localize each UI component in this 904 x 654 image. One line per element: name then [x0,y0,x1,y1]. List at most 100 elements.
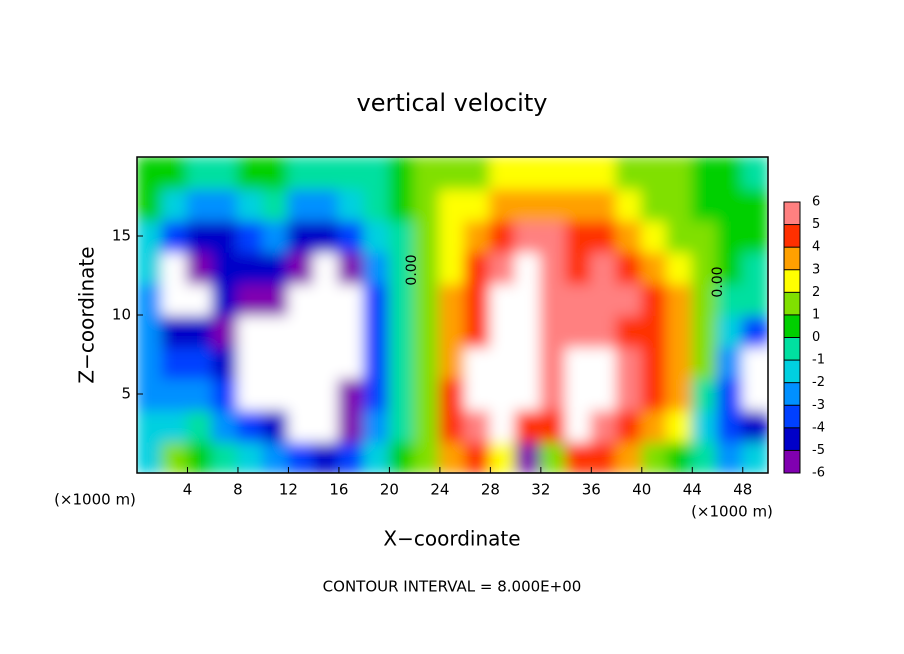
cell [413,408,441,443]
cell [691,408,719,443]
cell [262,408,290,443]
cell [186,219,214,253]
cell [236,250,265,285]
cell [438,314,467,348]
cell [312,408,340,443]
cell [236,377,265,411]
cell [161,219,189,253]
cell [615,314,643,348]
cell [161,440,189,473]
cell [539,157,568,190]
cell [565,282,593,316]
cell [640,440,669,473]
cell [691,187,719,222]
cell [236,282,265,316]
cell [287,408,315,443]
cell [211,377,239,411]
cell [514,314,542,348]
cell [539,345,568,380]
colorbar-label: 3 [812,262,820,277]
cell [161,377,189,411]
cell [161,187,189,222]
cell [666,440,694,473]
cell [363,345,391,380]
cell [514,345,542,380]
cell [741,219,768,253]
cell [438,440,467,473]
cell [438,187,467,222]
cell [691,250,719,285]
cell [489,314,517,348]
cell [741,345,768,380]
cell [337,250,366,285]
cell [287,377,315,411]
cell [161,157,189,190]
cell [565,157,593,190]
cell [388,187,416,222]
cell [137,250,164,285]
colorbar-swatch [784,360,800,383]
cell [691,345,719,380]
x-unit-label: (×1000 m) [691,503,773,521]
cell [262,250,290,285]
cell [438,157,467,190]
x-tick-label: 32 [531,481,550,499]
cell [262,157,290,190]
cell [666,250,694,285]
cell [262,219,290,253]
cell [137,440,164,473]
cell [137,408,164,443]
cell [691,282,719,316]
cell [236,219,265,253]
cell [514,377,542,411]
x-tick-label: 20 [380,481,399,499]
x-tick-label: 48 [733,481,752,499]
cell [539,440,568,473]
cell [137,314,164,348]
cell [666,408,694,443]
cell [337,187,366,222]
cell [363,250,391,285]
cell [640,314,669,348]
colorbar-label: -1 [812,353,825,368]
colorbar-label: 1 [812,307,820,322]
cell [590,377,618,411]
cell [287,219,315,253]
cell [236,440,265,473]
colorbar-swatch [784,382,800,406]
cell [186,377,214,411]
cell [388,408,416,443]
cell [363,440,391,473]
cell [464,250,492,285]
cell [413,282,441,316]
cell [615,187,643,222]
cell [666,377,694,411]
cell [615,250,643,285]
cell [287,440,315,473]
cell [489,157,517,190]
cell [236,408,265,443]
y-axis-label: Z−coordinate [75,246,99,383]
cell [716,377,744,411]
y-tick-label: 10 [112,306,131,324]
cell [741,440,768,473]
cell [716,219,744,253]
cell [539,187,568,222]
cell [363,408,391,443]
chart-title: vertical velocity [357,89,548,117]
colorbar-label: -3 [812,398,825,413]
cell [438,345,467,380]
cell [716,314,744,348]
cell [489,377,517,411]
cell [716,187,744,222]
cell [489,187,517,222]
cell [438,408,467,443]
cell [211,250,239,285]
cell [413,157,441,190]
axes: 4 8 12 16 20 24 28 32 36 40 44 4851015-6-5-4-3-2-10… [112,195,825,499]
cell [565,314,593,348]
cell [388,440,416,473]
cell [464,314,492,348]
cell [262,377,290,411]
cell [514,157,542,190]
